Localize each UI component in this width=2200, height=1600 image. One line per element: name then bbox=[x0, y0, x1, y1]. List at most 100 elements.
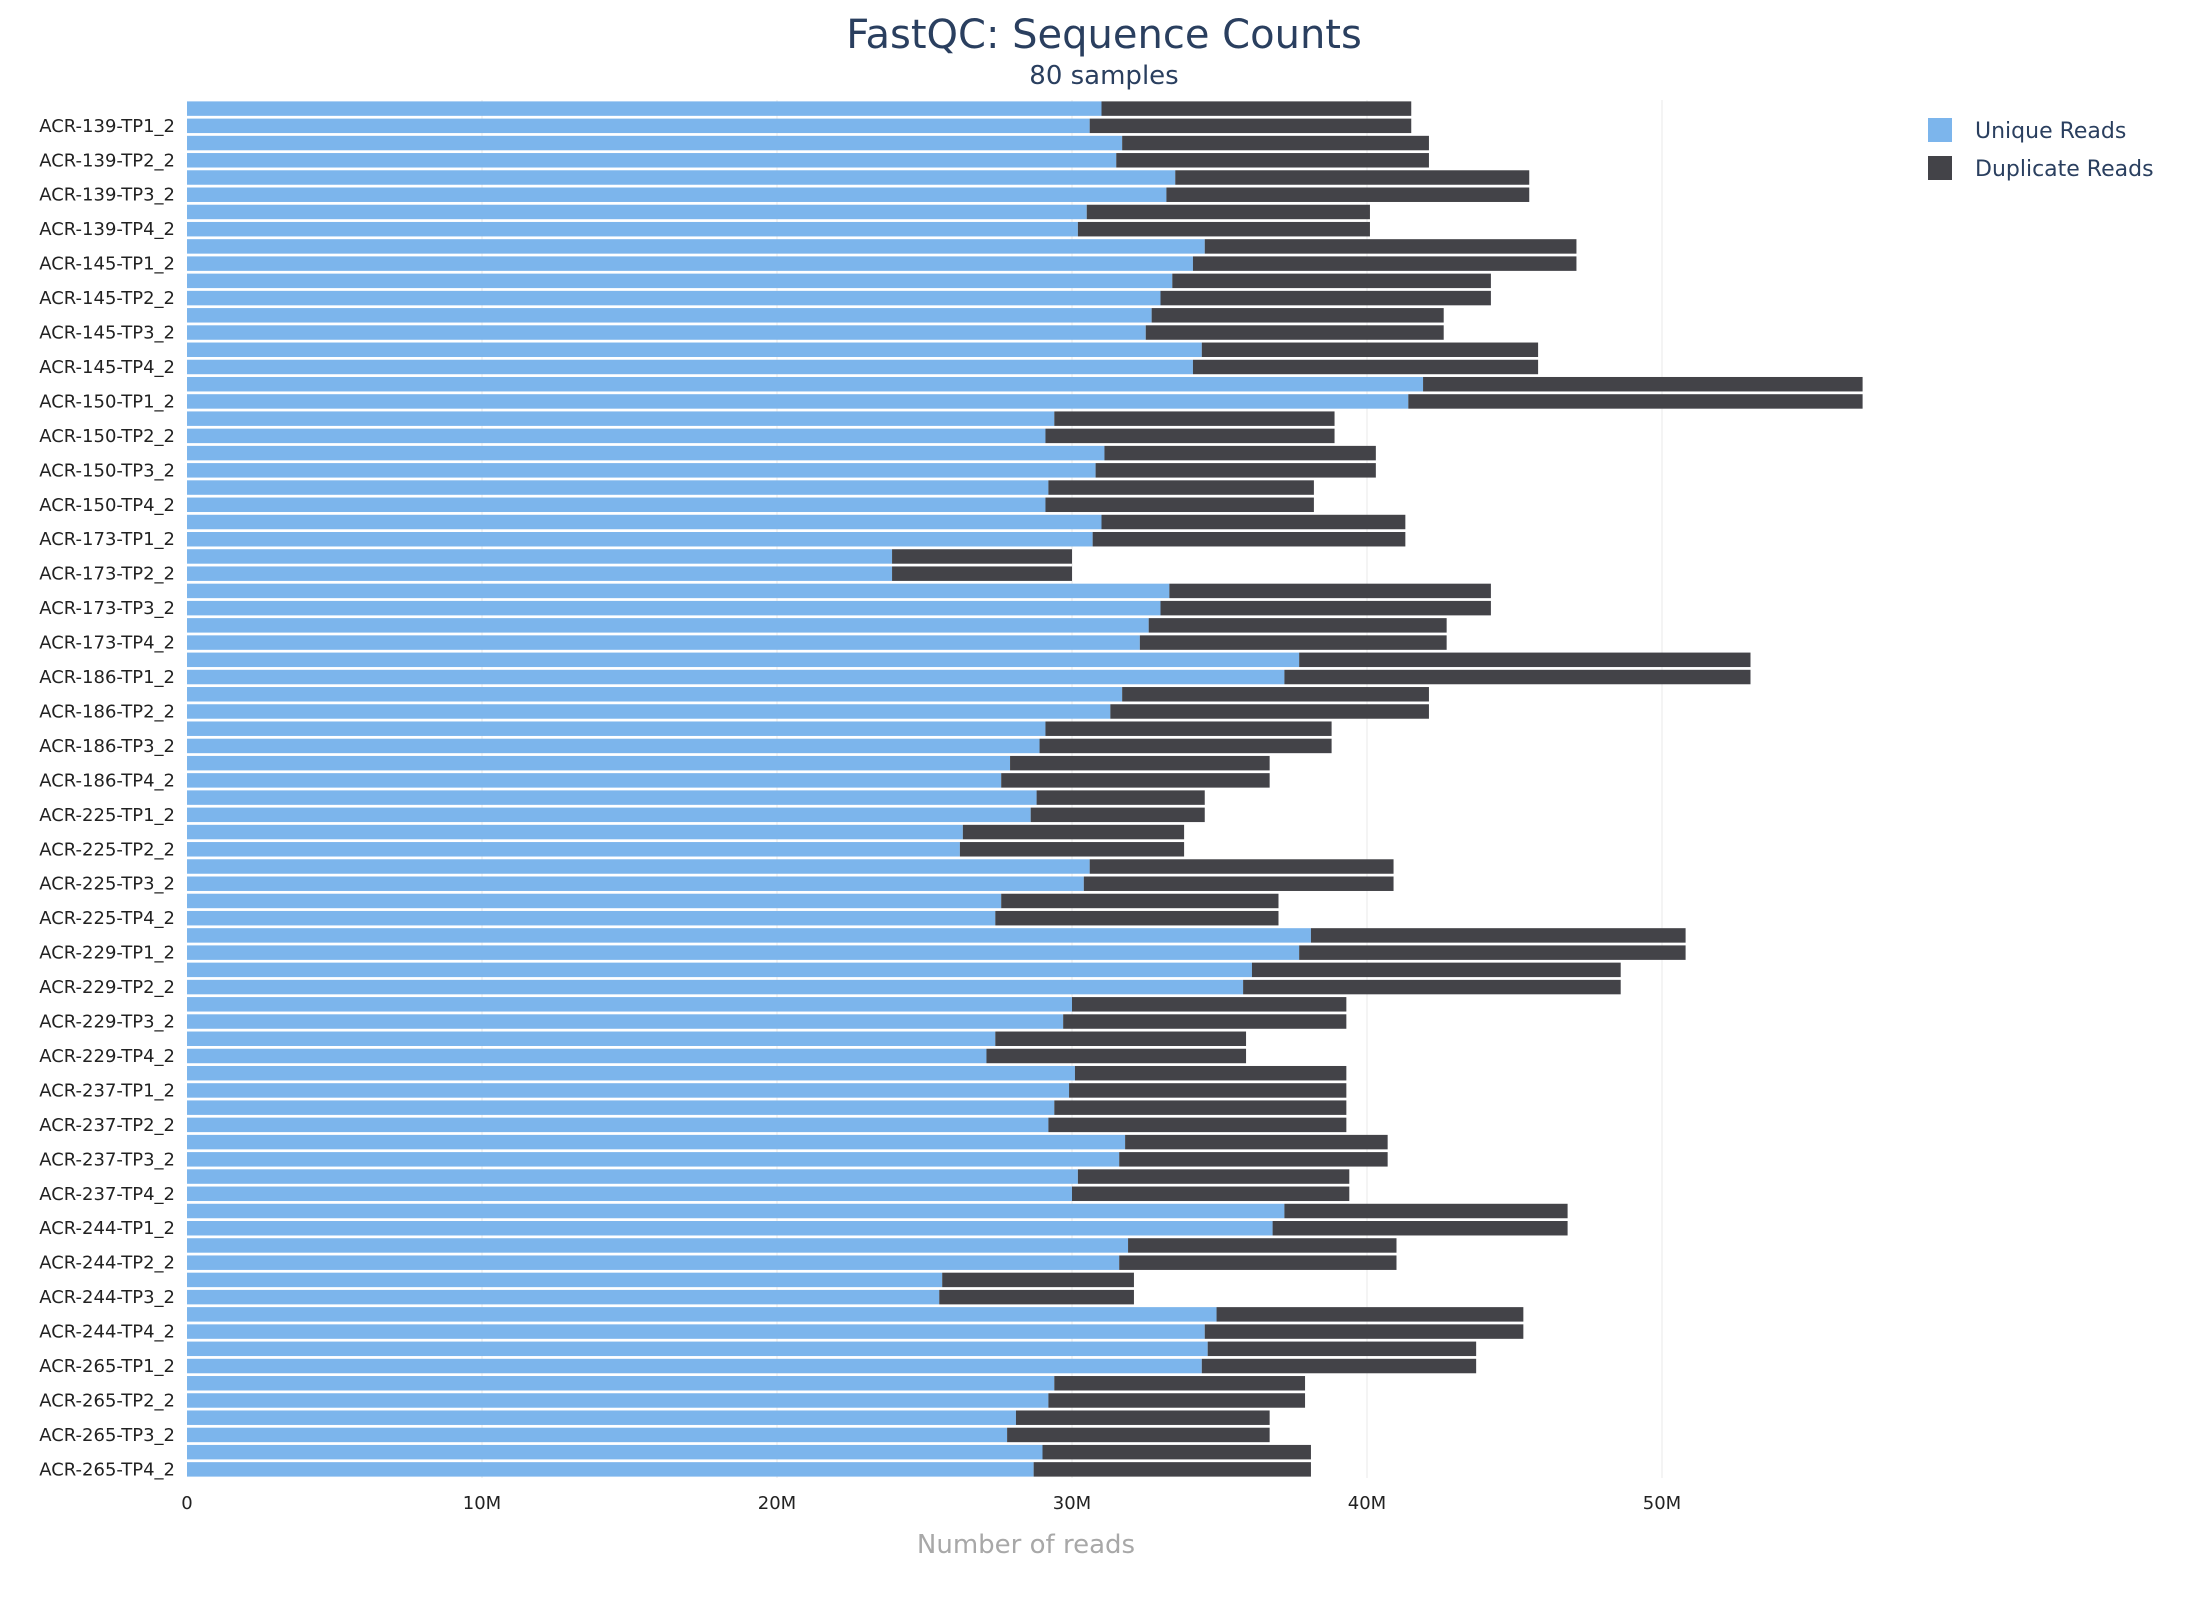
bar-unique-reads[interactable] bbox=[187, 773, 1002, 788]
bar-unique-reads[interactable] bbox=[187, 1410, 1016, 1425]
bar-duplicate-reads[interactable] bbox=[1119, 1152, 1388, 1167]
bar-unique-reads[interactable] bbox=[187, 153, 1117, 168]
bar-duplicate-reads[interactable] bbox=[1243, 979, 1621, 995]
bar-unique-reads[interactable] bbox=[187, 669, 1285, 685]
bar-unique-reads[interactable] bbox=[187, 704, 1111, 719]
bar-unique-reads[interactable] bbox=[187, 790, 1037, 805]
bar-unique-reads[interactable] bbox=[187, 101, 1102, 116]
bar-unique-reads[interactable] bbox=[187, 118, 1090, 134]
bar-unique-reads[interactable] bbox=[187, 549, 893, 564]
bar-unique-reads[interactable] bbox=[187, 997, 1072, 1012]
bar-duplicate-reads[interactable] bbox=[1072, 1186, 1350, 1202]
bar-unique-reads[interactable] bbox=[187, 945, 1300, 960]
bar-duplicate-reads[interactable] bbox=[1054, 1100, 1347, 1115]
bar-duplicate-reads[interactable] bbox=[1010, 755, 1270, 771]
bar-duplicate-reads[interactable] bbox=[1128, 1238, 1397, 1253]
bar-duplicate-reads[interactable] bbox=[1151, 308, 1444, 323]
bar-duplicate-reads[interactable] bbox=[1069, 1083, 1347, 1098]
bar-unique-reads[interactable] bbox=[187, 1221, 1273, 1236]
bar-duplicate-reads[interactable] bbox=[942, 1272, 1134, 1288]
bar-unique-reads[interactable] bbox=[187, 1186, 1072, 1202]
bar-unique-reads[interactable] bbox=[187, 308, 1152, 323]
bar-unique-reads[interactable] bbox=[187, 1272, 943, 1288]
bar-duplicate-reads[interactable] bbox=[1077, 1169, 1350, 1184]
bar-unique-reads[interactable] bbox=[187, 755, 1011, 771]
bar-unique-reads[interactable] bbox=[187, 1307, 1217, 1322]
bar-duplicate-reads[interactable] bbox=[1095, 463, 1376, 478]
bar-duplicate-reads[interactable] bbox=[1039, 738, 1332, 754]
bar-unique-reads[interactable] bbox=[187, 600, 1161, 616]
bar-duplicate-reads[interactable] bbox=[1101, 101, 1412, 116]
bar-duplicate-reads[interactable] bbox=[1172, 273, 1491, 289]
bar-duplicate-reads[interactable] bbox=[1077, 221, 1370, 237]
bar-unique-reads[interactable] bbox=[187, 1065, 1075, 1081]
bar-unique-reads[interactable] bbox=[187, 1289, 940, 1305]
bar-duplicate-reads[interactable] bbox=[1284, 1203, 1568, 1219]
bar-unique-reads[interactable] bbox=[187, 1048, 987, 1064]
bar-unique-reads[interactable] bbox=[187, 445, 1105, 461]
bar-duplicate-reads[interactable] bbox=[1036, 790, 1205, 805]
bar-duplicate-reads[interactable] bbox=[1160, 290, 1491, 306]
bar-duplicate-reads[interactable] bbox=[1204, 239, 1577, 254]
bar-unique-reads[interactable] bbox=[187, 1169, 1078, 1184]
bar-unique-reads[interactable] bbox=[187, 532, 1093, 547]
bar-duplicate-reads[interactable] bbox=[1110, 704, 1429, 719]
bar-duplicate-reads[interactable] bbox=[1408, 394, 1863, 409]
bar-duplicate-reads[interactable] bbox=[1139, 635, 1447, 650]
bar-duplicate-reads[interactable] bbox=[892, 566, 1072, 581]
bar-duplicate-reads[interactable] bbox=[1054, 1376, 1306, 1391]
legend-item-unique[interactable]: Unique Reads bbox=[1928, 118, 2126, 144]
bar-duplicate-reads[interactable] bbox=[1310, 928, 1686, 943]
bar-duplicate-reads[interactable] bbox=[1122, 687, 1429, 702]
bar-unique-reads[interactable] bbox=[187, 1376, 1055, 1391]
bar-unique-reads[interactable] bbox=[187, 1358, 1202, 1374]
bar-unique-reads[interactable] bbox=[187, 428, 1046, 444]
bar-unique-reads[interactable] bbox=[187, 687, 1123, 702]
bar-unique-reads[interactable] bbox=[187, 1238, 1129, 1253]
bar-unique-reads[interactable] bbox=[187, 1203, 1285, 1219]
bar-unique-reads[interactable] bbox=[187, 1393, 1049, 1408]
bar-duplicate-reads[interactable] bbox=[1063, 1014, 1347, 1029]
bar-unique-reads[interactable] bbox=[187, 807, 1031, 823]
bar-duplicate-reads[interactable] bbox=[1033, 1462, 1311, 1477]
bar-unique-reads[interactable] bbox=[187, 618, 1149, 633]
bar-unique-reads[interactable] bbox=[187, 463, 1096, 478]
bar-duplicate-reads[interactable] bbox=[892, 549, 1072, 564]
bar-duplicate-reads[interactable] bbox=[1251, 962, 1621, 978]
bar-duplicate-reads[interactable] bbox=[1160, 600, 1491, 616]
bar-duplicate-reads[interactable] bbox=[1045, 721, 1332, 736]
bar-unique-reads[interactable] bbox=[187, 583, 1170, 599]
bar-unique-reads[interactable] bbox=[187, 1117, 1049, 1133]
bar-duplicate-reads[interactable] bbox=[1201, 342, 1539, 357]
bar-duplicate-reads[interactable] bbox=[995, 1031, 1247, 1046]
bar-unique-reads[interactable] bbox=[187, 824, 963, 840]
bar-duplicate-reads[interactable] bbox=[1175, 170, 1530, 185]
bar-duplicate-reads[interactable] bbox=[1207, 1341, 1477, 1357]
bar-unique-reads[interactable] bbox=[187, 928, 1311, 943]
bar-duplicate-reads[interactable] bbox=[1045, 497, 1314, 513]
bar-unique-reads[interactable] bbox=[187, 1152, 1120, 1167]
bar-unique-reads[interactable] bbox=[187, 1427, 1008, 1443]
bar-unique-reads[interactable] bbox=[187, 876, 1084, 891]
bar-duplicate-reads[interactable] bbox=[1015, 1410, 1270, 1425]
bar-duplicate-reads[interactable] bbox=[959, 842, 1185, 857]
bar-duplicate-reads[interactable] bbox=[1042, 1444, 1311, 1460]
bar-unique-reads[interactable] bbox=[187, 652, 1300, 668]
bar-unique-reads[interactable] bbox=[187, 290, 1161, 306]
bar-duplicate-reads[interactable] bbox=[1092, 532, 1406, 547]
bar-duplicate-reads[interactable] bbox=[1048, 1393, 1306, 1408]
bar-duplicate-reads[interactable] bbox=[1086, 204, 1370, 220]
bar-duplicate-reads[interactable] bbox=[1074, 1065, 1347, 1081]
bar-unique-reads[interactable] bbox=[187, 273, 1173, 289]
bar-unique-reads[interactable] bbox=[187, 910, 996, 926]
bar-unique-reads[interactable] bbox=[187, 480, 1049, 495]
bar-duplicate-reads[interactable] bbox=[1001, 893, 1279, 909]
bar-duplicate-reads[interactable] bbox=[1201, 1358, 1477, 1374]
bar-duplicate-reads[interactable] bbox=[939, 1289, 1134, 1305]
bar-unique-reads[interactable] bbox=[187, 514, 1102, 530]
bar-duplicate-reads[interactable] bbox=[1122, 135, 1429, 151]
bar-unique-reads[interactable] bbox=[187, 1100, 1055, 1115]
bar-unique-reads[interactable] bbox=[187, 1083, 1070, 1098]
bar-duplicate-reads[interactable] bbox=[1166, 187, 1530, 202]
bar-duplicate-reads[interactable] bbox=[1125, 1134, 1388, 1150]
